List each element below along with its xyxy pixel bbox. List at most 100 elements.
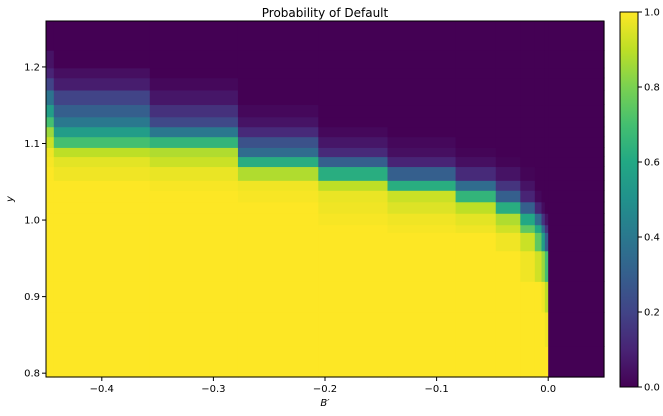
heatmap-cell [544,201,549,214]
heatmap-cell [455,104,497,118]
heatmap-cell [541,213,546,226]
heatmap-cell [237,213,319,226]
heatmap-cell [318,50,389,69]
heatmap-cell [548,346,605,378]
heatmap-cell [495,250,521,282]
heatmap-cell [541,190,546,203]
heatmap-cell [541,201,546,214]
heatmap-cell [520,232,536,252]
heatmap-cell [237,224,319,233]
heatmap-cell [455,311,497,347]
heatmap-cell [237,136,319,148]
heatmap-cell [53,50,151,69]
heatmap-cell [534,201,543,214]
heatmap-cell [387,104,457,118]
heatmap-cell [544,166,549,181]
heatmap-cell [541,136,546,148]
heatmap-cell [149,232,239,252]
heatmap-cell [495,224,521,233]
heatmap-cell [534,147,543,158]
heatmap-cell [520,89,536,106]
heatmap-cell [534,224,543,233]
heatmap-cell [237,67,319,79]
heatmap-cell [455,250,497,282]
heatmap-cell [237,250,319,282]
heatmap-cell [455,89,497,106]
heatmap-cell [541,50,546,69]
heatmap-cell [548,116,605,128]
x-axis: −0.4 −0.3 −0.2 −0.1 0.0 [90,377,556,395]
heatmap-cell [541,250,546,282]
heatmap-cell [237,126,319,138]
heatmap-cell [387,126,457,138]
heatmap-cell [495,126,521,138]
heatmap-cell [520,224,536,233]
heatmap-cell [541,166,546,181]
heatmap-cell [495,89,521,106]
heatmap-cell [387,232,457,252]
heatmap-cell [46,311,55,347]
heatmap-cell [534,136,543,148]
heatmap-cell [53,190,151,203]
heatmap-cell [495,104,521,118]
heatmap-cell [534,21,543,51]
heatmap-cell [495,50,521,69]
heatmap-cell [495,281,521,313]
heatmap-cells [46,21,605,378]
y-axis: 0.8 0.9 1.0 1.1 1.2 [24,62,46,380]
heatmap-cell [544,104,549,118]
heatmap-cell [495,232,521,252]
heatmap-cell [53,213,151,226]
colorbar-tick-label: 0.6 [644,158,660,169]
heatmap-cell [149,104,239,118]
heatmap-cell [318,136,389,148]
heatmap-cell [318,201,389,214]
heatmap-cell [455,346,497,378]
heatmap-cell [53,156,151,168]
heatmap-cell [495,180,521,191]
heatmap-cell [544,50,549,69]
heatmap-cell [53,21,151,51]
heatmap-cell [548,201,605,214]
heatmap-cell [237,21,319,51]
heatmap-cell [520,156,536,168]
heatmap-cell [318,21,389,51]
heatmap-cell [387,89,457,106]
heatmap-cell [495,346,521,378]
heatmap-cell [455,224,497,233]
heatmap-cell [387,147,457,158]
heatmap-cell [548,166,605,181]
heatmap-cell [46,224,55,233]
heatmap-cell [46,77,55,91]
heatmap-cell [534,346,543,378]
heatmap-cell [544,126,549,138]
heatmap-cell [520,21,536,51]
heatmap-cell [53,89,151,106]
heatmap-cell [46,281,55,313]
heatmap-cell [387,21,457,51]
heatmap-cell [534,77,543,91]
heatmap-cell [544,224,549,233]
heatmap-cell [541,67,546,79]
heatmap-cell [318,250,389,282]
x-axis-label: B′ [320,398,330,409]
heatmap-cell [46,104,55,118]
heatmap-cell [237,50,319,69]
heatmap-cell [455,190,497,203]
heatmap-cell [455,180,497,191]
heatmap-cell [387,116,457,128]
heatmap-cell [520,116,536,128]
heatmap-cell [237,281,319,313]
heatmap-cell [541,147,546,158]
heatmap-cell [541,21,546,51]
heatmap-cell [46,147,55,158]
heatmap-cell [149,116,239,128]
heatmap-cell [53,281,151,313]
colorbar-tick-label: 0.2 [644,308,660,319]
heatmap-cell [387,346,457,378]
heatmap-cell [387,311,457,347]
heatmap-cell [534,89,543,106]
heatmap-cell [387,156,457,168]
heatmap-cell [387,50,457,69]
heatmap-cell [318,346,389,378]
